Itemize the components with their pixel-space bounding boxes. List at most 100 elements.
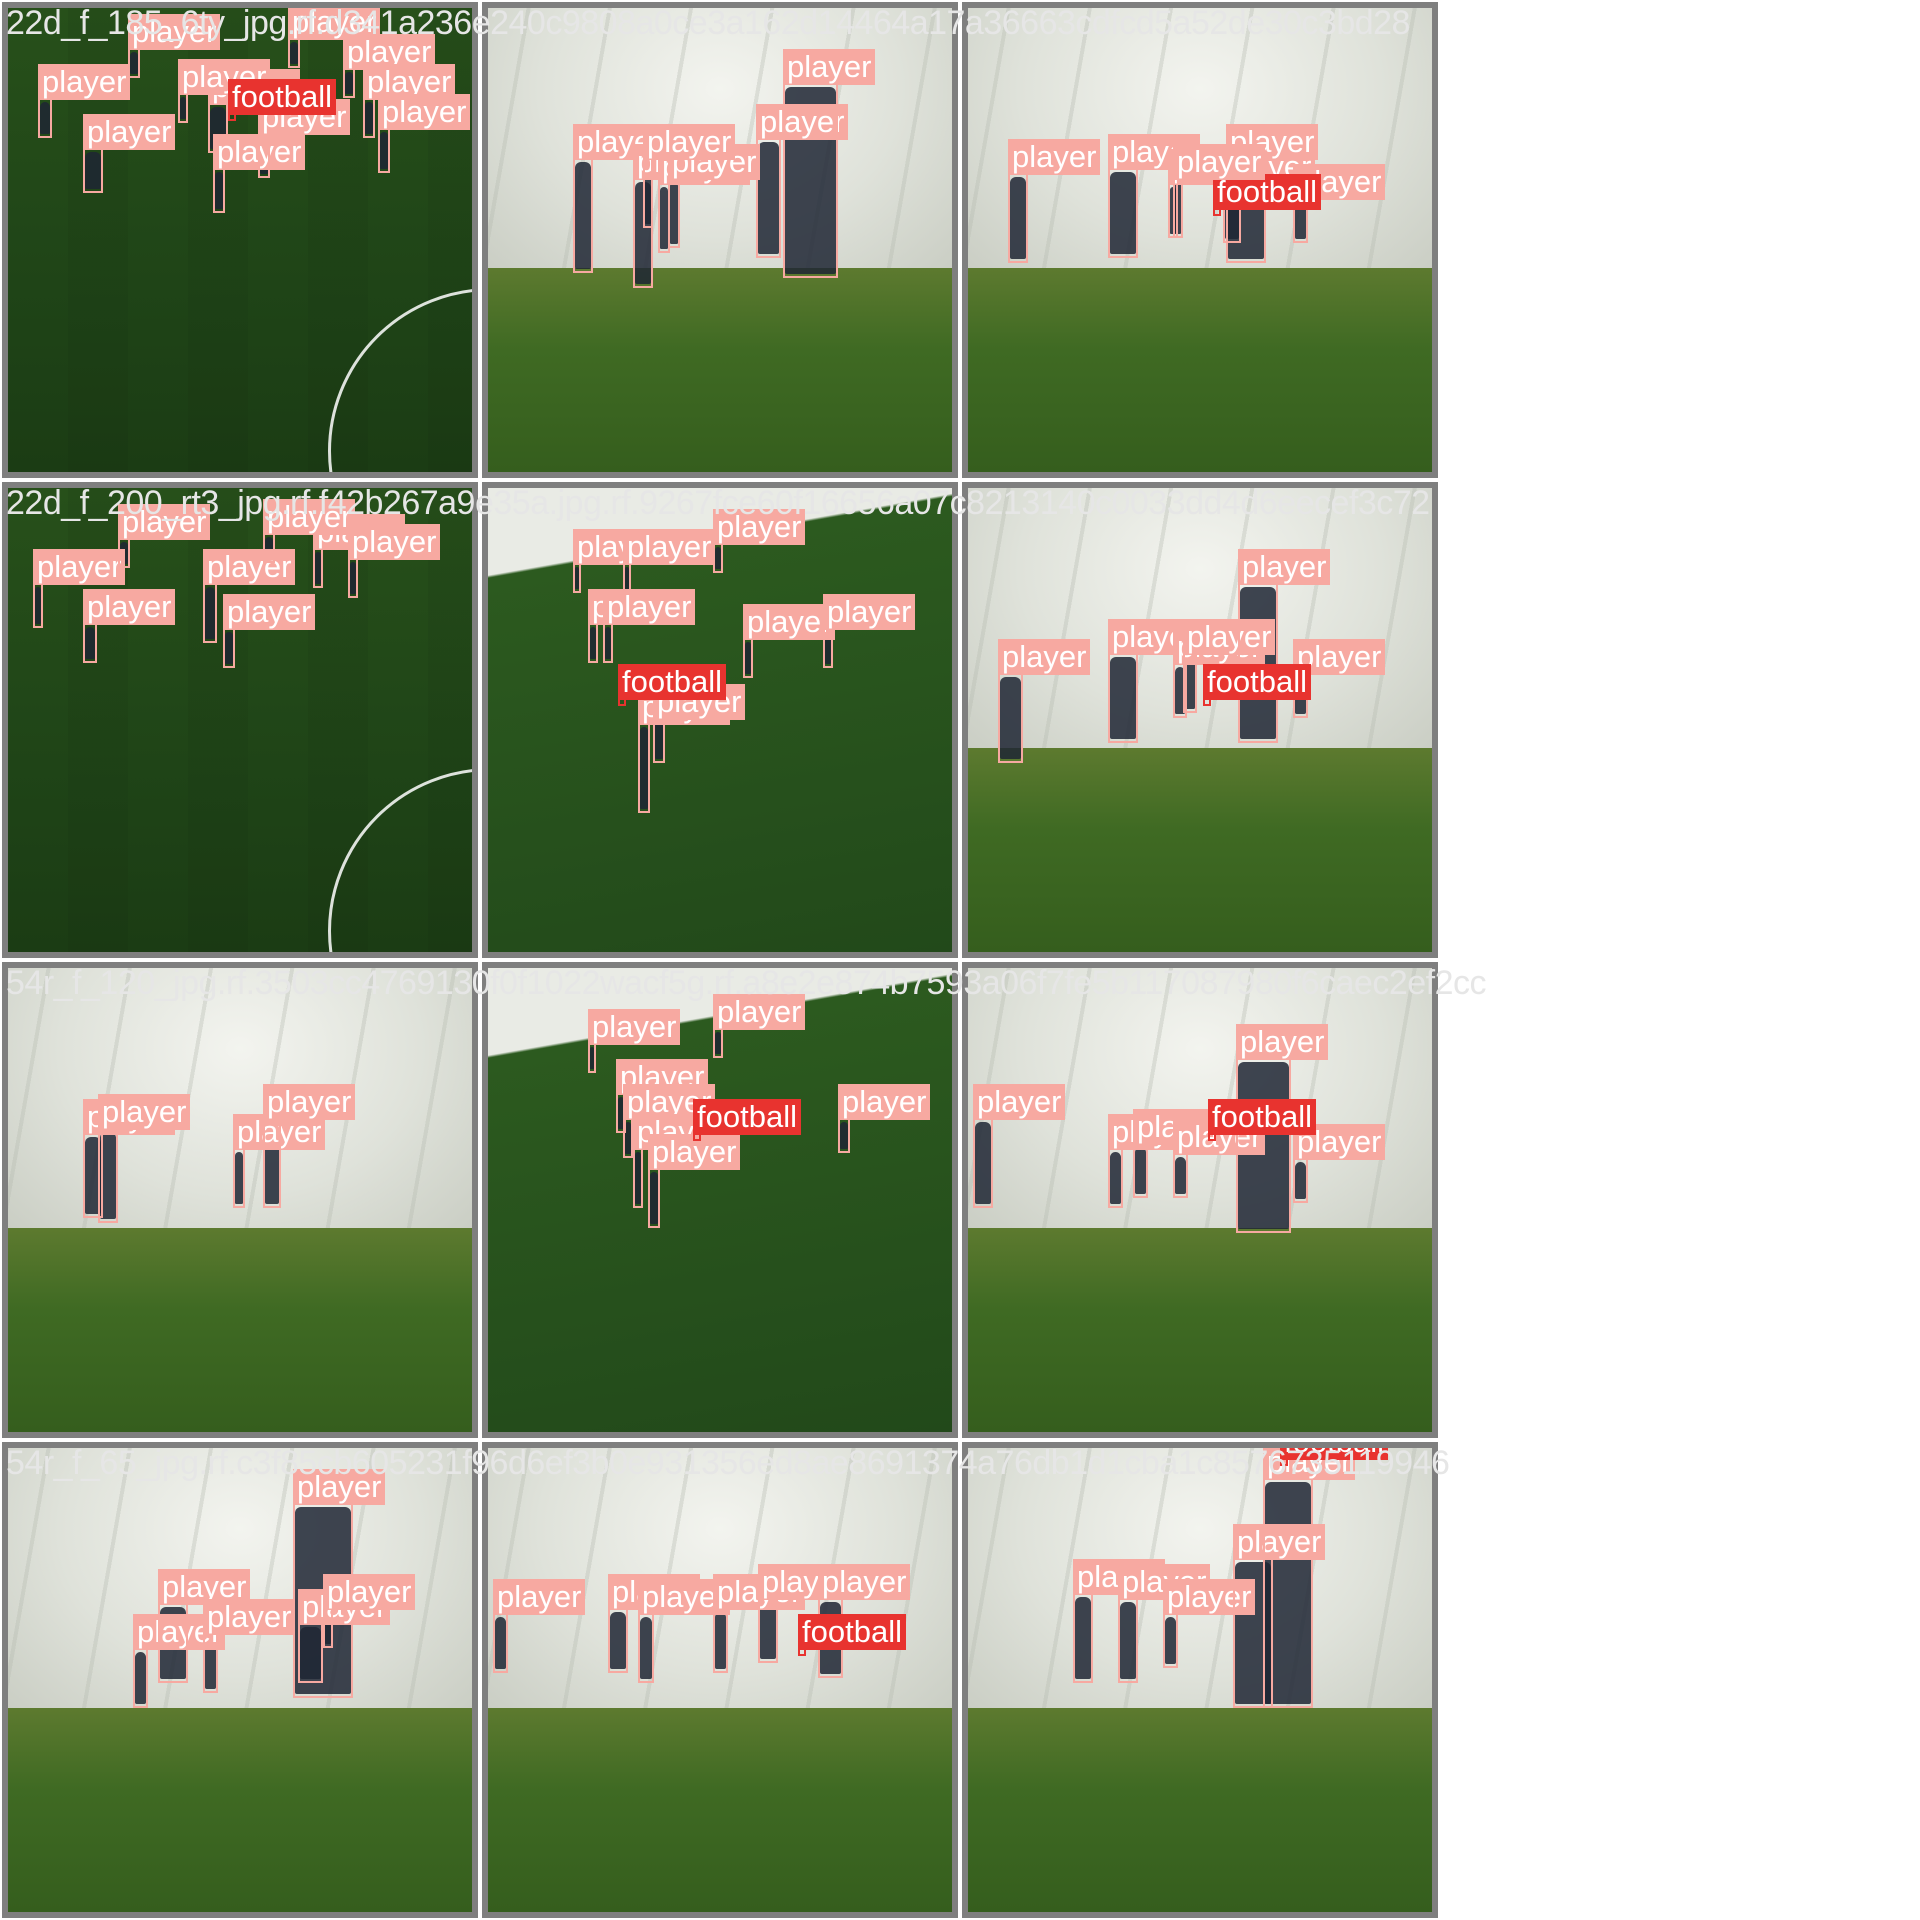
player-figure (825, 632, 831, 664)
player-bounding-box: player (1163, 1579, 1256, 1668)
player-figure (225, 632, 233, 664)
player-label: player (643, 124, 736, 160)
image-tile: playerplayerplayerplayerplayerplayerfoot… (962, 962, 1438, 1438)
player-label: player (756, 104, 849, 140)
player-figure (1120, 1602, 1136, 1679)
player-bounding-box: player (323, 1574, 416, 1648)
player-label: player (288, 8, 381, 40)
football-label: football (1203, 664, 1311, 700)
player-figure (345, 72, 353, 94)
player-figure (715, 547, 721, 569)
player-bounding-box: player (1173, 144, 1266, 238)
player-label: player (818, 1564, 911, 1600)
player-bounding-box: player (1073, 1559, 1166, 1683)
player-label: player (203, 549, 296, 585)
player-figure (380, 132, 388, 169)
player-bounding-box: player (1118, 1564, 1211, 1683)
player-figure (205, 587, 215, 639)
image-tile: playerplayerplayerplayerplayerplayerfoot… (482, 1442, 958, 1918)
player-label: player (1008, 139, 1101, 175)
turf (968, 1227, 1432, 1432)
player-bounding-box: player (313, 514, 406, 588)
player-bounding-box: player (603, 589, 696, 663)
player-bounding-box: player (263, 499, 356, 563)
player-figure (1110, 657, 1136, 739)
player-bounding-box: player (1238, 549, 1331, 743)
player-figure (1010, 177, 1026, 259)
player-bounding-box: player (1233, 1524, 1326, 1708)
player-figure (215, 172, 223, 209)
image-tile: playerplayerplayerplayerplayerplayerfoot… (962, 482, 1438, 958)
player-label: player (203, 1599, 296, 1635)
player-figure (618, 1097, 624, 1129)
player-label: player (378, 94, 471, 130)
player-bounding-box: player (668, 144, 761, 248)
player-figure (1175, 1157, 1186, 1194)
player-label: player (783, 49, 876, 85)
player-bounding-box: player (643, 124, 736, 228)
player-bounding-box: player (818, 1564, 911, 1678)
player-bounding-box: player (298, 1589, 391, 1683)
player-bounding-box: player (38, 64, 131, 138)
player-bounding-box: player (288, 8, 381, 68)
player-figure (35, 587, 41, 624)
football-bounding-box: football (798, 1614, 906, 1656)
player-bounding-box: player (1108, 1114, 1201, 1208)
player-label: player (38, 64, 131, 100)
football-label: football (798, 1614, 906, 1650)
player-label: player (33, 549, 126, 585)
football-bounding-box: football (693, 1099, 801, 1141)
player-bounding-box: player (573, 124, 666, 273)
image-tile: playerplayerplayerplayerplayerplayerplay… (482, 2, 958, 478)
player-figure (715, 1032, 721, 1054)
player-figure (1075, 1597, 1091, 1679)
player-label: player (1236, 1024, 1329, 1060)
player-label: player (118, 504, 211, 540)
player-figure (610, 1612, 626, 1669)
player-label: player (178, 59, 271, 95)
player-label: player (998, 639, 1091, 675)
player-figure (1175, 667, 1185, 714)
player-bounding-box: player (83, 114, 176, 193)
player-figure (1110, 1152, 1121, 1204)
football-bounding-box: football (228, 79, 336, 121)
player-bounding-box: player (1236, 1024, 1329, 1233)
player-bounding-box: player (973, 1084, 1066, 1208)
player-bounding-box: player (783, 49, 876, 278)
player-figure (625, 567, 629, 589)
player-bounding-box: player (203, 1599, 296, 1693)
football-label: football (618, 664, 726, 700)
player-label: player (603, 589, 696, 625)
player-bounding-box: player (33, 549, 126, 628)
player-bounding-box: player (638, 689, 731, 813)
player-bounding-box: player (1226, 124, 1319, 263)
player-label: player (1238, 549, 1331, 585)
player-label: player (743, 604, 836, 640)
player-bounding-box: player (1108, 134, 1201, 258)
player-bounding-box: player (608, 1574, 701, 1673)
pitch-photo (968, 8, 1432, 472)
player-bounding-box: player (588, 1009, 681, 1073)
player-label: player (623, 529, 716, 565)
player-label: player (713, 509, 806, 545)
player-figure (605, 627, 611, 659)
turf (968, 1707, 1432, 1912)
football-label: football (228, 79, 336, 115)
pitch-photo (488, 8, 952, 472)
player-bounding-box: player (378, 94, 471, 173)
player-bounding-box: player (1263, 1448, 1356, 1708)
player-figure (715, 1612, 726, 1669)
image-tile: playerplayerplayerplayerplayerplayerfoot… (962, 2, 1438, 478)
player-figure (1165, 1617, 1176, 1664)
player-figure (265, 537, 273, 559)
player-label: player (1233, 1524, 1326, 1560)
player-bounding-box: player (98, 1094, 191, 1223)
player-bounding-box: player (178, 59, 271, 123)
player-bounding-box: player (203, 549, 296, 643)
player-bounding-box: player (756, 104, 849, 258)
player-label: player (83, 114, 176, 150)
player-figure (745, 642, 751, 674)
